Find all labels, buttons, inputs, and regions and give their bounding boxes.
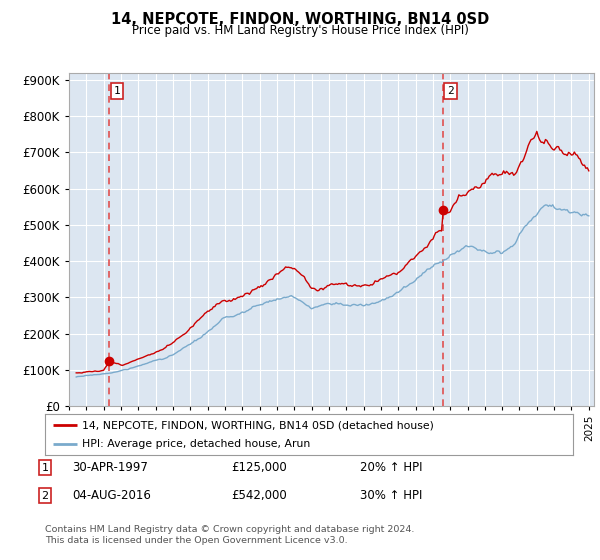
Text: 04-AUG-2016: 04-AUG-2016 <box>72 489 151 502</box>
Text: Price paid vs. HM Land Registry's House Price Index (HPI): Price paid vs. HM Land Registry's House … <box>131 24 469 36</box>
Text: £542,000: £542,000 <box>231 489 287 502</box>
Text: 2: 2 <box>447 86 454 96</box>
Text: Contains HM Land Registry data © Crown copyright and database right 2024.
This d: Contains HM Land Registry data © Crown c… <box>45 525 415 545</box>
Text: £125,000: £125,000 <box>231 461 287 474</box>
Text: 1: 1 <box>114 86 121 96</box>
Text: 30-APR-1997: 30-APR-1997 <box>72 461 148 474</box>
Text: HPI: Average price, detached house, Arun: HPI: Average price, detached house, Arun <box>82 439 310 449</box>
Text: 1: 1 <box>41 463 49 473</box>
Text: 30% ↑ HPI: 30% ↑ HPI <box>360 489 422 502</box>
Text: 2: 2 <box>41 491 49 501</box>
Text: 14, NEPCOTE, FINDON, WORTHING, BN14 0SD: 14, NEPCOTE, FINDON, WORTHING, BN14 0SD <box>111 12 489 27</box>
Text: 20% ↑ HPI: 20% ↑ HPI <box>360 461 422 474</box>
Text: 14, NEPCOTE, FINDON, WORTHING, BN14 0SD (detached house): 14, NEPCOTE, FINDON, WORTHING, BN14 0SD … <box>82 421 434 430</box>
